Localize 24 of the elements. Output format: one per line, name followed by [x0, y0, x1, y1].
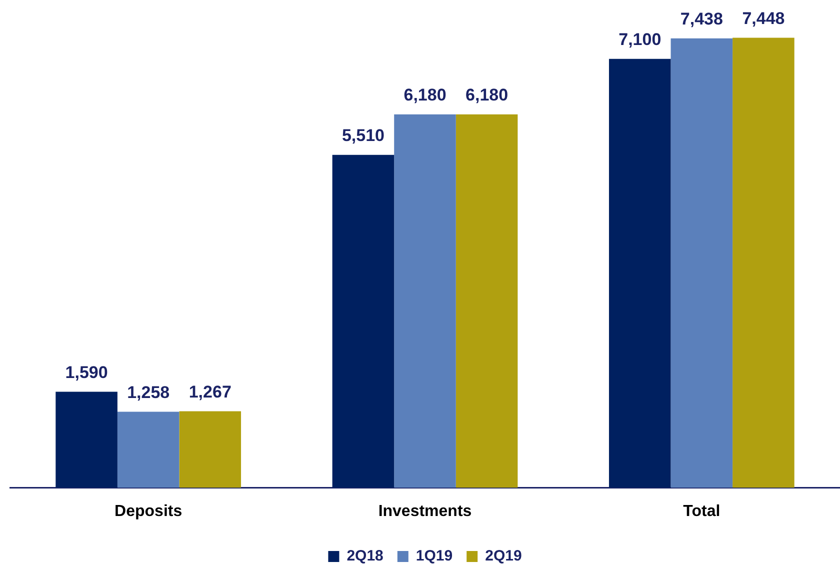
legend-label: 1Q19: [416, 548, 453, 565]
data-label: 7,448: [742, 8, 785, 28]
x-tick-label: Deposits: [114, 502, 182, 520]
data-label: 5,510: [342, 126, 384, 146]
legend-label: 2Q18: [346, 548, 384, 565]
x-tick-label: Total: [683, 502, 720, 520]
bar: [456, 114, 518, 488]
legend-label: 2Q19: [485, 548, 522, 565]
data-label: 1,267: [188, 382, 232, 402]
bar: [179, 411, 242, 488]
bar: [670, 38, 733, 488]
data-label: 6,180: [466, 86, 508, 105]
data-label: 7,100: [618, 30, 662, 50]
x-tick-label: Investments: [378, 502, 472, 520]
bar: [117, 412, 180, 488]
data-label: 7,438: [680, 10, 723, 29]
bar: [608, 58, 671, 488]
bar: [394, 114, 456, 488]
bar: [56, 392, 118, 488]
data-label: 1,590: [65, 362, 108, 382]
bar: [732, 38, 794, 488]
bar: [332, 154, 394, 488]
data-label: 1,258: [127, 382, 170, 402]
data-label: 6,180: [404, 86, 446, 105]
